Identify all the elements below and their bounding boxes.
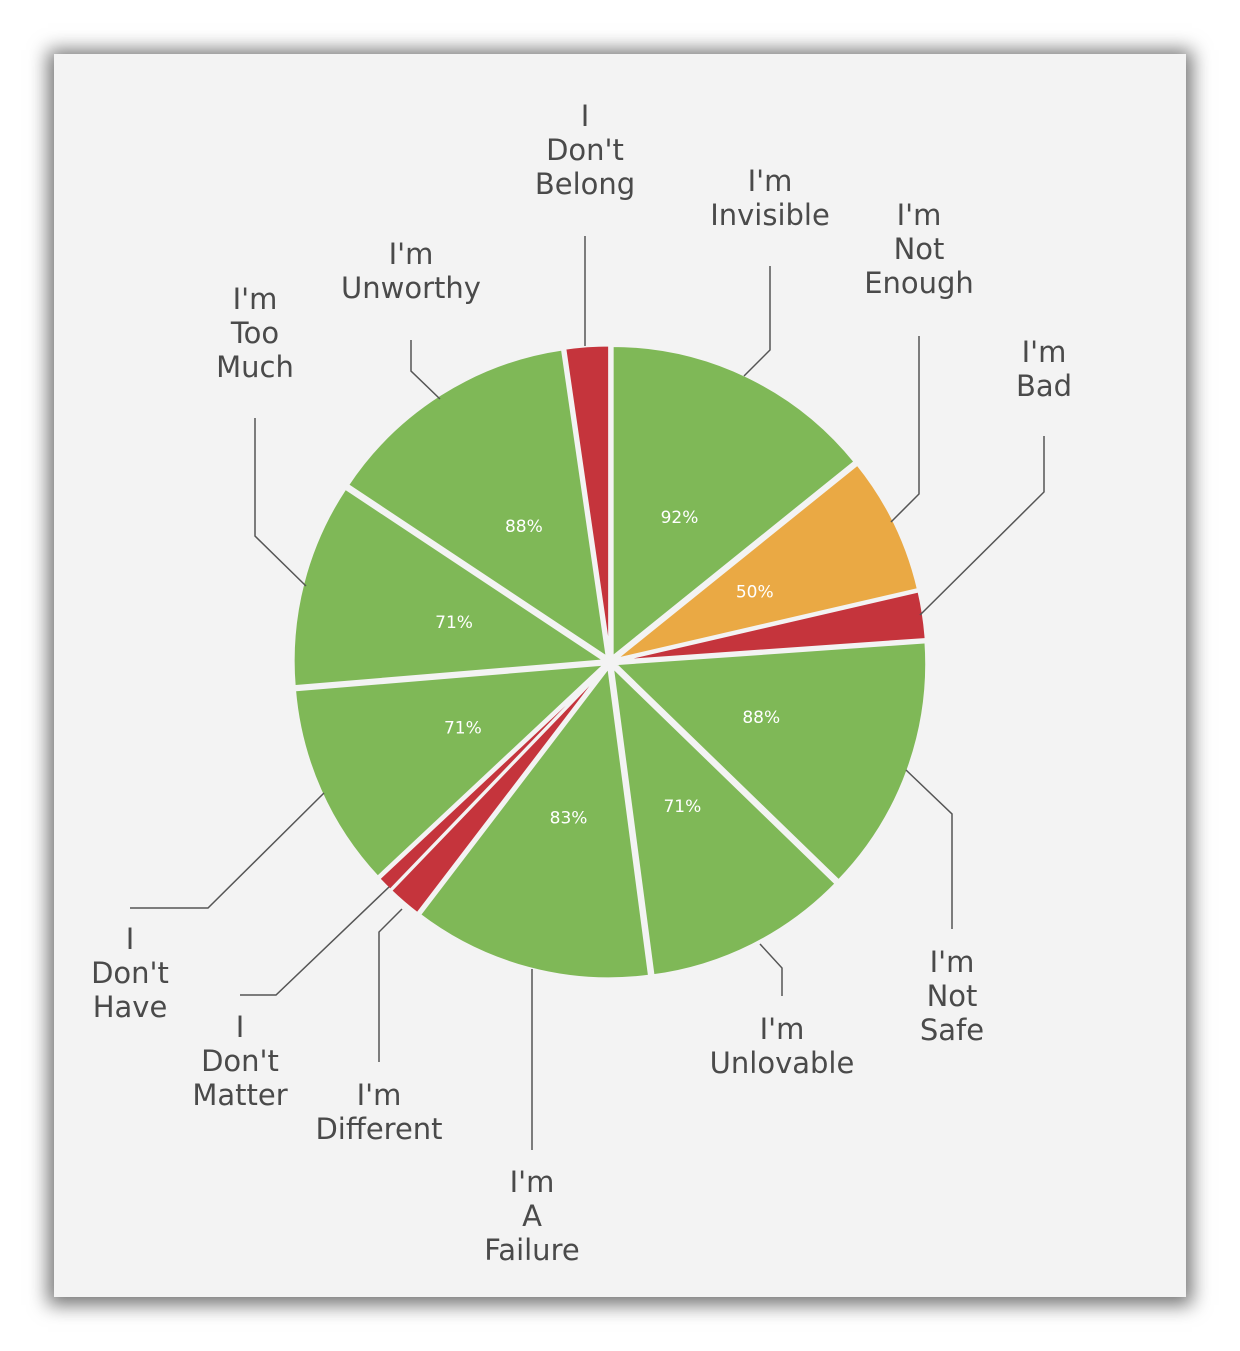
value-label-i-don-t-have: 71% <box>444 718 482 738</box>
value-label-i-m-unlovable: 71% <box>663 797 701 817</box>
pie-slice-i-m-a-failure <box>417 665 652 981</box>
category-label-i-m-unworthy: I'm Unworthy <box>341 237 481 305</box>
category-label-i-don-t-have: I Don't Have <box>91 922 169 1024</box>
leader-line-i-m-invisible <box>743 266 771 377</box>
value-labels-layer: 92% 50% 88% 71% 83% 71% 71% 88% <box>435 508 780 829</box>
leader-line-i-don-t-matter <box>240 886 390 996</box>
leader-line-i-m-unlovable <box>759 943 783 996</box>
leader-line-i-m-bad <box>919 436 1045 616</box>
category-label-i-don-t-matter: I Don't Matter <box>192 1010 287 1112</box>
leader-line-i-m-too-much <box>254 418 307 587</box>
pie-slice-i-m-unlovable <box>610 664 838 978</box>
pie-slice-i-don-t-have <box>293 662 607 879</box>
leader-line-i-m-not-enough <box>890 336 920 523</box>
pie-slice-i-m-unworthy <box>345 347 609 660</box>
leader-line-i-m-unworthy <box>410 340 441 400</box>
value-label-i-m-not-safe: 88% <box>742 708 780 728</box>
value-label-i-m-a-failure: 83% <box>550 809 588 829</box>
leader-line-i-m-not-safe <box>905 769 953 929</box>
category-label-i-m-not-safe: I'm Not Safe <box>920 945 984 1047</box>
pie-slice-i-m-invisible <box>610 343 857 659</box>
leader-line-i-m-different <box>378 908 403 1062</box>
leader-line-i-don-t-have <box>130 792 325 909</box>
value-label-i-m-unworthy: 88% <box>505 517 543 537</box>
value-label-i-m-too-much: 71% <box>435 613 473 633</box>
category-label-i-m-too-much: I'm Too Much <box>216 282 294 384</box>
category-label-i-m-bad: I'm Bad <box>1016 335 1072 403</box>
category-label-i-m-not-enough: I'm Not Enough <box>864 198 974 300</box>
pie-slice-i-m-not-enough <box>612 462 920 662</box>
pie-slice-i-don-t-matter <box>377 664 608 892</box>
pie-slice-i-don-t-belong <box>563 343 612 659</box>
category-labels-layer: I'm Invisible I'm Not Enough I'm Bad I'm Not Safe… <box>91 99 1072 1267</box>
category-label-i-m-different: I'm Different <box>315 1078 442 1146</box>
category-label-i-m-unlovable: I'm Unlovable <box>710 1012 855 1080</box>
slices-layer <box>291 343 929 981</box>
category-label-i-m-invisible: I'm Invisible <box>710 164 830 232</box>
leader-lines-layer <box>130 236 1045 1150</box>
pie-chart: 92%50%88%71%83%71%71%88% I'm Invisible I'm… <box>91 99 1072 1267</box>
category-label-i-don-t-belong: I Don't Belong <box>535 99 635 201</box>
chart-card: 92% 50% 88% 71% 83% 71% 71% 88% I'm Invisible I'm… <box>54 54 1186 1297</box>
value-label-i-m-invisible: 92% <box>661 508 699 528</box>
pie-slice-i-m-bad <box>613 589 928 663</box>
value-label-i-m-not-enough: 50% <box>736 583 774 603</box>
category-label-i-m-a-failure: I'm A Failure <box>484 1165 579 1267</box>
